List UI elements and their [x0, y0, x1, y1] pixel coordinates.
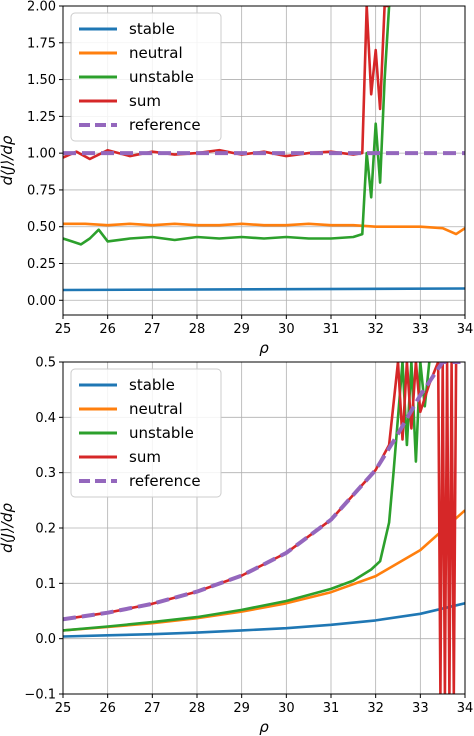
- legend-box: [70, 12, 222, 142]
- y-tick-label: 0.0: [35, 632, 56, 647]
- y-tick-label: −0.1: [24, 688, 56, 703]
- x-tick-label: 34: [457, 322, 474, 337]
- legend-box: [70, 368, 222, 498]
- legend: stable neutral unstable sum reference: [70, 368, 222, 498]
- legend-label-stable: stable: [129, 376, 175, 394]
- series-group: [63, 6, 465, 292]
- y-tick-label: 0.3: [35, 466, 56, 481]
- y-tick-label: 1.50: [27, 73, 56, 88]
- chart-panel-1: 25 26 27 28 29 30 31 32 33 34 0.00 0.25 0.50 0.75 1.00…: [0, 0, 473, 357]
- x-tick-label: 26: [99, 322, 116, 337]
- x-tick-label: 32: [367, 322, 384, 337]
- series-line-unstable: [63, 362, 431, 632]
- x-tick-label: 31: [323, 322, 340, 337]
- y-axis-label: d⟨J⟩/dρ: [0, 503, 16, 553]
- plot-frame: [62, 5, 466, 316]
- series-line-unstable: [63, 6, 391, 246]
- y-tick-label: 0.4: [35, 411, 56, 426]
- legend-label-reference: reference: [129, 472, 201, 490]
- x-tick-label: 25: [55, 701, 72, 716]
- x-tick-label: 33: [412, 701, 429, 716]
- x-axis-label: ρ: [259, 718, 269, 736]
- y-tick-label: 0.2: [35, 522, 56, 537]
- x-axis-label: ρ: [259, 339, 269, 357]
- x-tick-label: 26: [99, 701, 116, 716]
- y-tick-label: 1.25: [27, 110, 56, 125]
- x-tick-label: 30: [278, 701, 295, 716]
- y-tick-label: 1.00: [27, 147, 56, 162]
- series-line-stable: [63, 287, 465, 292]
- y-tick-label: 1.75: [27, 36, 56, 51]
- legend-label-neutral: neutral: [129, 44, 183, 62]
- legend-label-neutral: neutral: [129, 400, 183, 418]
- series-line-sum: [63, 362, 458, 694]
- legend-label-reference: reference: [129, 116, 201, 134]
- series-group: [63, 362, 465, 694]
- y-tick-label: 0.50: [27, 220, 56, 235]
- x-tick-label: 28: [189, 322, 206, 337]
- series-line-reference: [63, 362, 461, 622]
- x-tick-label: 27: [144, 322, 161, 337]
- y-tick-label: 0.00: [27, 294, 56, 309]
- x-tick-label: 31: [323, 701, 340, 716]
- legend-label-unstable: unstable: [129, 68, 194, 86]
- legend: stable neutral unstable sum reference: [70, 12, 222, 142]
- x-tick-label: 29: [233, 322, 250, 337]
- x-tick-label: 25: [55, 322, 72, 337]
- legend-label-unstable: unstable: [129, 424, 194, 442]
- x-tick-label: 27: [144, 701, 161, 716]
- y-tick-label: 0.5: [35, 356, 56, 371]
- x-tick-label: 28: [189, 701, 206, 716]
- x-tick-label: 32: [367, 701, 384, 716]
- x-tick-label: 33: [412, 322, 429, 337]
- legend-label-stable: stable: [129, 20, 175, 38]
- series-line-stable: [63, 602, 465, 638]
- y-tick-label: 2.00: [27, 0, 56, 15]
- legend-label-sum: sum: [129, 448, 161, 466]
- y-tick-label: 0.25: [27, 257, 56, 272]
- y-axis-label: d⟨J⟩/dρ: [0, 135, 16, 185]
- x-tick-label: 34: [457, 701, 474, 716]
- y-tick-label: 0.75: [27, 183, 56, 198]
- legend-label-sum: sum: [129, 92, 161, 110]
- x-tick-label: 29: [233, 701, 250, 716]
- x-tick-label: 30: [278, 322, 295, 337]
- series-line-neutral: [63, 222, 465, 236]
- chart-panel-2: 25 26 27 28 29 30 31 32 33 34 −0.1 0.0 0.1 0.2 0.3 0.4 0…: [0, 356, 473, 736]
- y-tick-label: 0.1: [35, 577, 56, 592]
